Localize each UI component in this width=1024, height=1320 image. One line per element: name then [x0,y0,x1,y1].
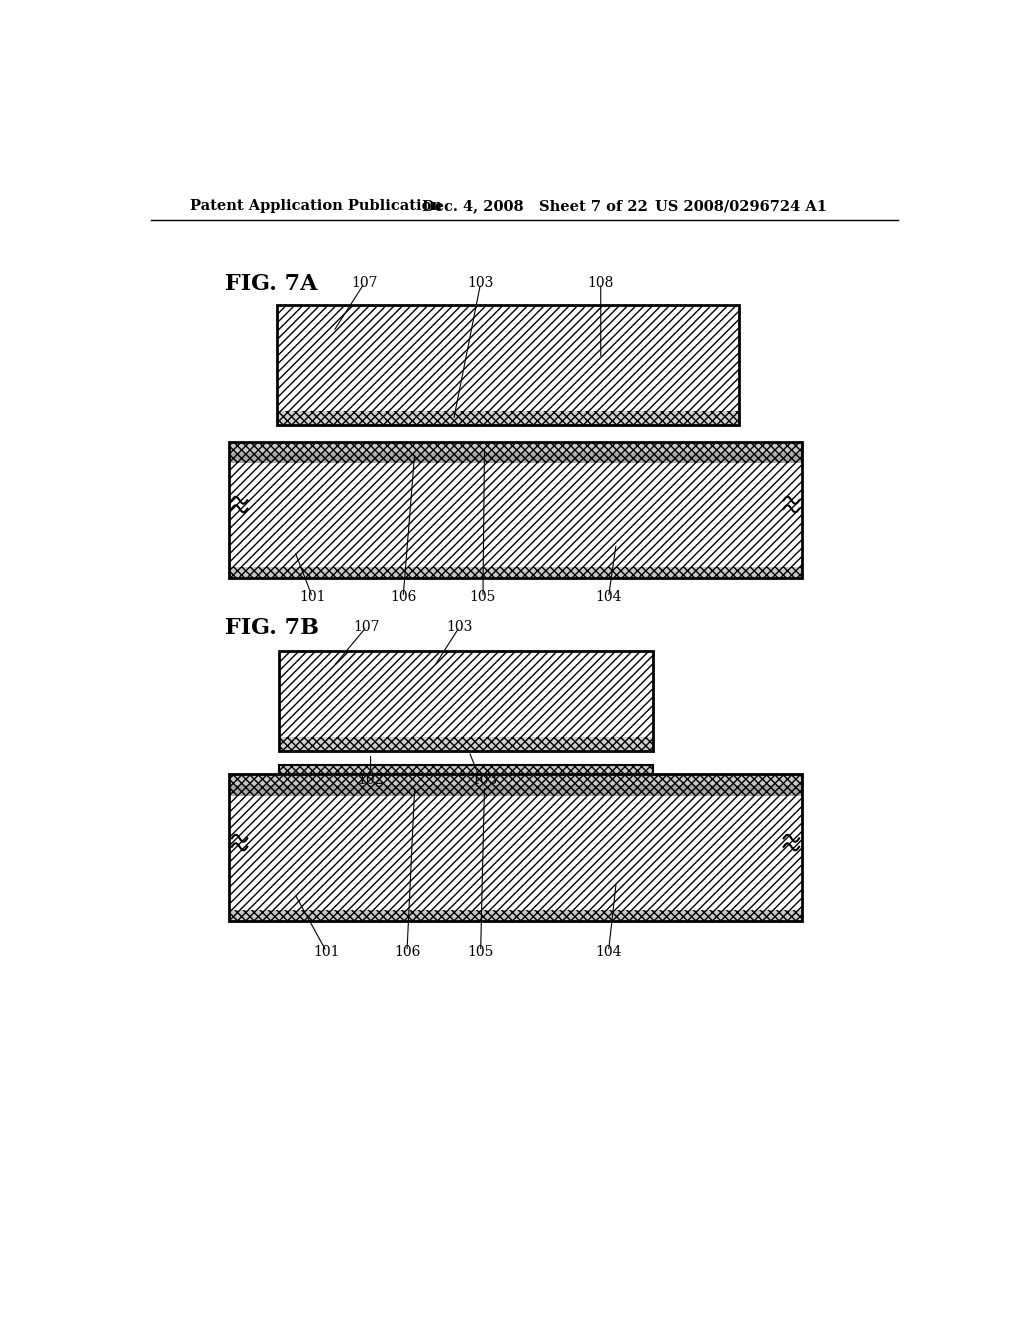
Bar [228,463,802,568]
Text: 104: 104 [595,945,622,958]
Text: US 2008/0296724 A1: US 2008/0296724 A1 [655,199,827,213]
Text: 107: 107 [351,276,378,290]
Bar [228,775,802,921]
Bar [228,909,802,921]
Bar [280,651,653,738]
Bar [276,305,738,411]
Bar [280,738,653,751]
Bar [228,442,802,578]
Bar [228,453,802,463]
Text: Dec. 4, 2008   Sheet 7 of 22: Dec. 4, 2008 Sheet 7 of 22 [423,199,648,213]
Text: 103: 103 [471,772,498,787]
Text: 102: 102 [357,772,384,787]
Bar [280,651,653,751]
Text: 108: 108 [588,276,614,290]
Bar [276,305,738,425]
Text: 105: 105 [467,945,494,958]
Text: 106: 106 [394,945,420,958]
Bar [228,785,802,796]
Text: 107: 107 [353,619,380,634]
Text: Patent Application Publication: Patent Application Publication [190,199,442,213]
Bar [276,411,738,425]
Bar [228,796,802,909]
Text: 103: 103 [467,276,494,290]
Bar [228,775,802,785]
Bar [228,442,802,453]
Text: 101: 101 [299,590,326,605]
Text: 106: 106 [390,590,417,605]
Bar [280,766,653,775]
Text: FIG. 7B: FIG. 7B [225,618,318,639]
Text: 101: 101 [313,945,340,958]
Bar [228,568,802,578]
Text: FIG. 7A: FIG. 7A [225,273,317,294]
Text: 103: 103 [446,619,473,634]
Text: 104: 104 [595,590,622,605]
Text: 105: 105 [470,590,497,605]
Bar [280,766,653,775]
